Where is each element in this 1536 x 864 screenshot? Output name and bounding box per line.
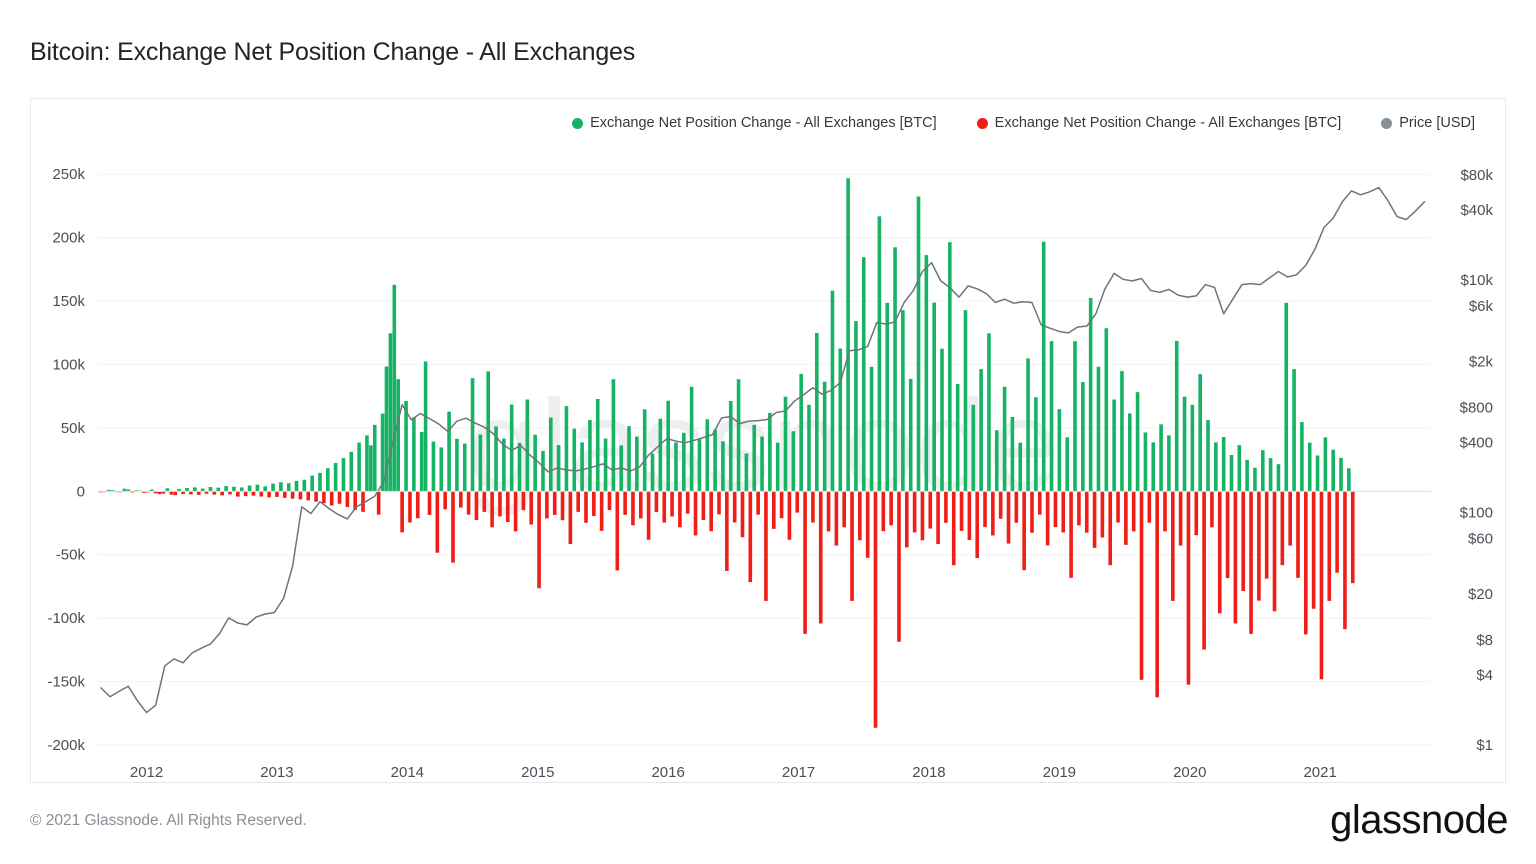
svg-text:$8: $8 [1476,632,1493,649]
chart-card: Exchange Net Position Change - All Excha… [30,98,1506,783]
svg-text:150k: 150k [52,293,85,310]
legend-label-net-position-positive: Exchange Net Position Change - All Excha… [590,115,937,131]
svg-text:$20: $20 [1468,586,1493,603]
svg-text:2020: 2020 [1173,764,1206,781]
svg-text:2021: 2021 [1303,764,1336,781]
legend-dot-red [976,117,988,129]
svg-text:2019: 2019 [1043,764,1076,781]
svg-text:50k: 50k [61,420,86,437]
svg-text:$60: $60 [1468,530,1493,547]
svg-text:-100k: -100k [47,610,85,627]
svg-text:2012: 2012 [130,764,163,781]
svg-text:$10k: $10k [1460,272,1493,289]
legend-dot-gray [1381,117,1393,129]
x-axis-labels: 2012 2013 2014 2015 2016 2017 2018 2019 2020 2021 [130,764,1337,781]
svg-text:2017: 2017 [782,764,815,781]
price-line-series [100,186,1426,714]
svg-text:$2k: $2k [1469,353,1494,370]
svg-text:250k: 250k [52,166,85,183]
bar-series [99,178,1355,728]
svg-text:$1: $1 [1476,737,1493,754]
svg-text:2018: 2018 [912,764,945,781]
legend-item-net-position-negative[interactable]: Exchange Net Position Change - All Excha… [976,115,1342,131]
legend-item-net-position-positive[interactable]: Exchange Net Position Change - All Excha… [572,115,937,131]
svg-text:100k: 100k [52,356,85,373]
svg-text:2013: 2013 [260,764,293,781]
svg-text:-50k: -50k [56,547,86,564]
svg-text:$80k: $80k [1460,167,1493,184]
legend-dot-green [572,117,584,129]
svg-text:-200k: -200k [47,737,85,754]
svg-text:$40k: $40k [1460,202,1493,219]
y-axis-right-labels: $80k $40k $10k $6k $2k $800 $400 $100 $60 $20 $8 $4… [1460,167,1494,754]
glassnode-logo: glassnode [1330,798,1508,842]
y-axis-left-labels: 250k 200k 150k 100k 50k 0 -50k -100k -150k -200k [47,166,85,754]
page-title: Bitcoin: Exchange Net Position Change - … [30,38,636,66]
footer-copyright: © 2021 Glassnode. All Rights Reserved. [30,812,307,829]
svg-text:2014: 2014 [391,764,424,781]
svg-text:$400: $400 [1460,435,1493,452]
svg-text:0: 0 [77,483,85,500]
svg-text:2015: 2015 [521,764,554,781]
legend-item-price[interactable]: Price [USD] [1381,115,1475,131]
chart-legend: Exchange Net Position Change - All Excha… [31,115,1505,131]
svg-text:$6k: $6k [1469,298,1494,315]
svg-text:200k: 200k [52,230,85,247]
svg-text:2016: 2016 [651,764,684,781]
svg-text:$4: $4 [1476,667,1493,684]
chart-plot-area[interactable]: glassnode 250k 200k 150k 100k 50k 0 -50k -100k -… [31,99,1507,784]
svg-text:glassnode: glassnode [468,374,1061,517]
svg-text:$800: $800 [1460,400,1493,417]
legend-label-price: Price [USD] [1399,115,1475,131]
legend-label-net-position-negative: Exchange Net Position Change - All Excha… [994,115,1342,131]
watermark: glassnode [468,374,1061,517]
svg-text:$100: $100 [1460,505,1493,522]
svg-text:-150k: -150k [47,674,85,691]
